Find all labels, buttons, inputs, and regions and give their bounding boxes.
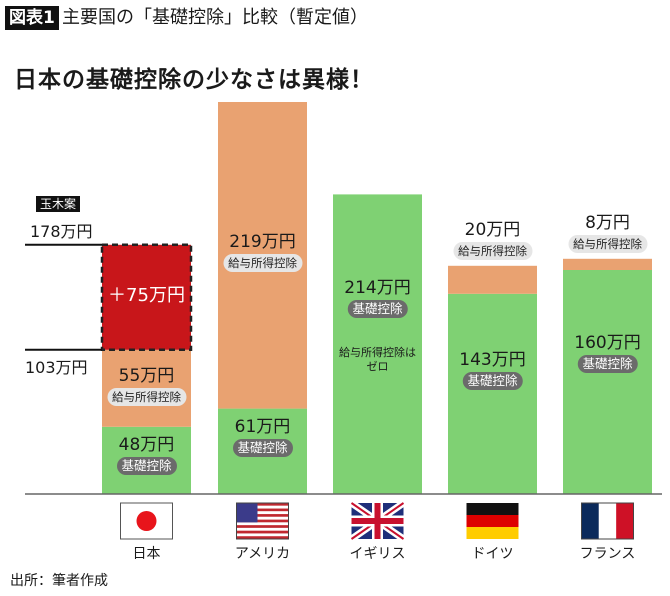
value-label: 160万円 [574, 332, 641, 353]
usa-flag [236, 502, 289, 540]
basic-label: 48万円 基礎控除 [116, 434, 177, 475]
value-label: 214万円 [344, 278, 411, 299]
value-label: 143万円 [459, 349, 526, 370]
country-label: ドイツ [471, 546, 514, 562]
figure-badge: 図表1 [5, 6, 59, 30]
country-label: イギリス [349, 546, 406, 562]
basic-deduction-tag: 基礎控除 [116, 456, 177, 475]
country-label: フランス [579, 546, 636, 562]
proposal-increase-block [100, 243, 193, 352]
bar-basic-deduction [448, 293, 537, 494]
employment-deduction-tag: 給与所得控除 [453, 241, 532, 260]
proposal-tag: 玉木案 [36, 196, 81, 212]
bar-employment-deduction [563, 258, 652, 270]
country-label: アメリカ [234, 546, 291, 562]
proposal-upper-label: 178万円 [30, 222, 93, 241]
basic-deduction-tag: 基礎控除 [347, 300, 408, 319]
france-flag [581, 502, 634, 540]
bar-basic-deduction [333, 194, 422, 494]
bar-basic-deduction [563, 270, 652, 494]
employment-label: 55万円 給与所得控除 [107, 366, 186, 406]
basic-deduction-tag: 基礎控除 [232, 438, 293, 457]
basic-deduction-tag: 基礎控除 [577, 354, 638, 373]
employment-deduction-tag: 給与所得控除 [568, 234, 647, 253]
value-label: 48万円 [118, 434, 175, 455]
value-label: 20万円 [464, 219, 521, 240]
proposal-increase-label: ＋75万円 [108, 285, 185, 307]
value-label: 8万円 [585, 212, 630, 233]
basic-deduction-tag: 基礎控除 [462, 371, 523, 390]
uk-flag [349, 500, 406, 542]
figure-title: 主要国の「基礎控除」比較（暫定値） [62, 7, 368, 28]
bar-employment-deduction [448, 265, 537, 294]
uk-note: 給与所得控除は ゼロ [339, 346, 416, 373]
value-label: 219万円 [229, 232, 296, 252]
basic-label: 214万円 基礎控除 [344, 278, 411, 319]
employment-label: 219万円給与所得控除 [223, 232, 302, 272]
basic-label: 143万円 基礎控除 [459, 349, 526, 390]
value-label: 55万円 [118, 365, 175, 386]
germany-flag [466, 503, 519, 539]
country-label: 日本 [132, 546, 161, 562]
source-note: 出所：筆者作成 [10, 573, 108, 589]
japan-flag [120, 502, 173, 540]
basic-label: 61万円 基礎控除 [232, 416, 293, 457]
employment-label: 8万円 給与所得控除 [568, 213, 647, 253]
employment-label: 20万円 給与所得控除 [453, 220, 532, 260]
value-label: 61万円 [234, 416, 291, 437]
basic-label: 160万円 基礎控除 [574, 332, 641, 373]
employment-deduction-tag: 給与所得控除 [107, 387, 186, 406]
employment-deduction-tag: 給与所得控除 [223, 254, 302, 272]
headline: 日本の基礎控除の少なさは異様！ [14, 67, 374, 93]
proposal-lower-label: 103万円 [25, 358, 88, 377]
